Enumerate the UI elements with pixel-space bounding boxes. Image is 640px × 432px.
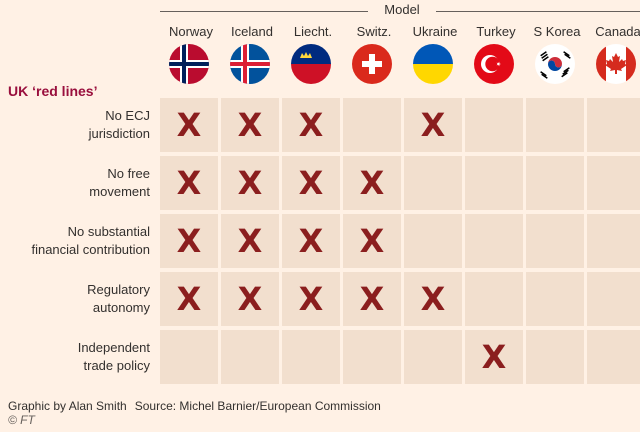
row-label-1: No free movement [0,156,150,210]
model-header-rule-left [160,11,368,12]
row-label-line: financial contribution [31,242,150,257]
column-label-7: Canada [595,24,640,39]
x-mark: X [176,222,202,260]
grid-cell [465,156,523,210]
row-label-line: trade policy [83,358,150,373]
column-label-6: S Korea [533,24,581,39]
x-mark: X [176,106,202,144]
grid-cell [404,330,462,384]
grid-cell [282,330,340,384]
row-label-line: No free [107,166,150,181]
grid-cell [343,98,401,152]
x-mark: X [298,164,324,202]
ukraine-flag-icon [413,44,453,84]
liechtenstein-flag-icon [291,44,331,84]
row-label-3: Regulatory autonomy [0,272,150,326]
row-label-line: Regulatory [87,282,150,297]
grid-cell [282,272,340,326]
grid-cell [282,156,340,210]
grid-cell [587,272,640,326]
column-label-1: Iceland [231,24,273,39]
column-label-0: Norway [168,24,214,39]
x-mark: X [359,222,385,260]
row-label-0: No ECJ jurisdiction [0,98,150,152]
norway-flag-icon [169,44,209,84]
turkey-flag-icon [474,44,514,84]
grid-cell [221,272,279,326]
column-label-5: Turkey [476,24,516,39]
grid-cell [404,156,462,210]
section-title: UK ‘red lines’ [8,83,98,99]
x-mark: X [237,106,263,144]
x-mark: X [481,338,507,376]
column-label-2: Liecht. [293,24,333,39]
x-mark: X [420,106,446,144]
grid-cell [526,272,584,326]
grid-cell [221,330,279,384]
row-label-line: Independent [77,340,150,355]
grid-cell [404,214,462,268]
column-label-4: Ukraine [412,24,458,39]
row-label-line: jurisdiction [88,126,150,141]
grid-cell [465,214,523,268]
grid-cell [587,156,640,210]
x-mark: X [359,280,385,318]
grid-cell [160,156,218,210]
grid-cell [526,98,584,152]
grid-cell [465,330,523,384]
grid-cell [160,98,218,152]
iceland-flag-icon [230,44,270,84]
row-label-line: autonomy [92,300,150,315]
model-header-title: Model [384,2,420,17]
footer-credits: Graphic by Alan Smith Source: Michel Barn… [8,399,381,413]
column-label-3: Switz. [356,24,392,39]
grid-cell [221,98,279,152]
canada-flag-icon [596,44,636,84]
grid-cell [221,214,279,268]
grid-cell [465,98,523,152]
x-mark: X [237,164,263,202]
switzerland-flag-icon [352,44,392,84]
x-mark: X [176,164,202,202]
row-label-4: Independent trade policy [0,330,150,384]
footer-credit: Graphic by Alan Smith [8,399,127,413]
grid-cell [160,214,218,268]
grid-cell [404,272,462,326]
grid-cell [282,214,340,268]
grid-cell [343,214,401,268]
grid-cell [343,156,401,210]
grid-cell [343,272,401,326]
grid-cell [343,330,401,384]
grid-cell [465,272,523,326]
row-label-line: No ECJ [105,108,150,123]
ft-logo-text: © FT [8,413,35,427]
x-mark: X [298,222,324,260]
grid-cell [526,156,584,210]
x-mark: X [298,280,324,318]
grid-cell [160,330,218,384]
row-label-line: movement [89,184,150,199]
grid-cell [221,156,279,210]
x-mark: X [237,280,263,318]
x-mark: X [298,106,324,144]
x-mark: X [176,280,202,318]
grid-cell [587,214,640,268]
grid-cell [587,98,640,152]
model-header-rule-right [436,11,640,12]
grid-cell [526,214,584,268]
grid-cell [282,98,340,152]
grid-cell [526,330,584,384]
south-korea-flag-icon [535,44,575,84]
x-mark: X [237,222,263,260]
grid-cell [160,272,218,326]
grid-cell [587,330,640,384]
x-mark: X [420,280,446,318]
row-label-2: No substantial financial contribution [0,214,150,268]
grid-cell [404,98,462,152]
row-label-line: No substantial [67,224,150,239]
footer-source: Source: Michel Barnier/European Commissi… [134,399,381,413]
x-mark: X [359,164,385,202]
